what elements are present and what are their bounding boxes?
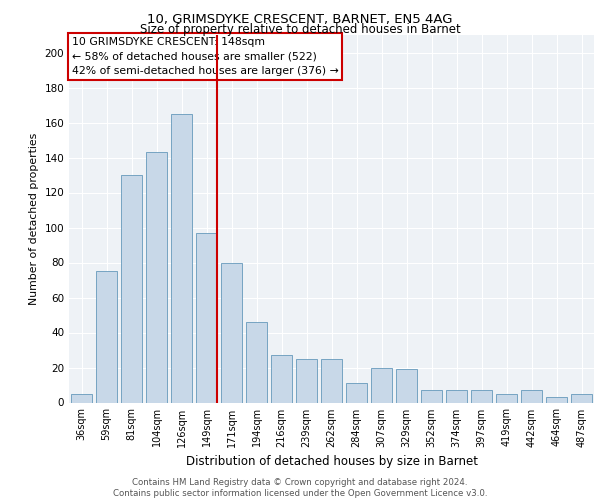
Bar	[196, 233, 217, 402]
Bar	[421, 390, 442, 402]
Text: Size of property relative to detached houses in Barnet: Size of property relative to detached ho…	[140, 22, 460, 36]
Bar	[446, 390, 467, 402]
Bar	[296, 359, 317, 403]
Bar	[71, 394, 92, 402]
Bar	[246, 322, 267, 402]
Bar	[121, 175, 142, 402]
Bar	[521, 390, 542, 402]
Text: 10 GRIMSDYKE CRESCENT: 148sqm
← 58% of detached houses are smaller (522)
42% of : 10 GRIMSDYKE CRESCENT: 148sqm ← 58% of d…	[71, 37, 338, 76]
Bar	[146, 152, 167, 403]
Bar	[471, 390, 492, 402]
Bar	[171, 114, 192, 403]
Y-axis label: Number of detached properties: Number of detached properties	[29, 132, 39, 305]
X-axis label: Distribution of detached houses by size in Barnet: Distribution of detached houses by size …	[185, 455, 478, 468]
Bar	[496, 394, 517, 402]
Bar	[221, 262, 242, 402]
Bar	[321, 359, 342, 403]
Bar	[571, 394, 592, 402]
Bar	[271, 355, 292, 403]
Bar	[396, 369, 417, 402]
Bar	[96, 271, 117, 402]
Text: Contains HM Land Registry data © Crown copyright and database right 2024.
Contai: Contains HM Land Registry data © Crown c…	[113, 478, 487, 498]
Bar	[371, 368, 392, 402]
Bar	[346, 383, 367, 402]
Bar	[546, 397, 567, 402]
Text: 10, GRIMSDYKE CRESCENT, BARNET, EN5 4AG: 10, GRIMSDYKE CRESCENT, BARNET, EN5 4AG	[147, 12, 453, 26]
